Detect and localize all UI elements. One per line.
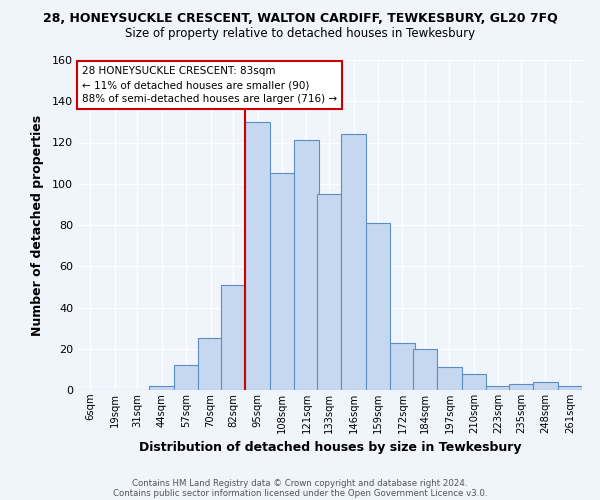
Bar	[533, 382, 557, 390]
Bar	[221, 285, 245, 390]
Bar	[149, 386, 174, 390]
Text: 28 HONEYSUCKLE CRESCENT: 83sqm
← 11% of detached houses are smaller (90)
88% of : 28 HONEYSUCKLE CRESCENT: 83sqm ← 11% of …	[82, 66, 337, 104]
Y-axis label: Number of detached properties: Number of detached properties	[31, 114, 44, 336]
Bar	[390, 342, 415, 390]
Text: Contains public sector information licensed under the Open Government Licence v3: Contains public sector information licen…	[113, 488, 487, 498]
Bar	[341, 134, 366, 390]
Bar	[413, 349, 437, 390]
Bar	[461, 374, 486, 390]
Bar	[294, 140, 319, 390]
Bar	[174, 365, 199, 390]
Bar	[366, 223, 390, 390]
Text: Size of property relative to detached houses in Tewkesbury: Size of property relative to detached ho…	[125, 28, 475, 40]
Bar	[199, 338, 223, 390]
Bar	[317, 194, 341, 390]
X-axis label: Distribution of detached houses by size in Tewkesbury: Distribution of detached houses by size …	[139, 442, 521, 454]
Bar	[270, 174, 294, 390]
Text: Contains HM Land Registry data © Crown copyright and database right 2024.: Contains HM Land Registry data © Crown c…	[132, 478, 468, 488]
Bar	[437, 368, 461, 390]
Text: 28, HONEYSUCKLE CRESCENT, WALTON CARDIFF, TEWKESBURY, GL20 7FQ: 28, HONEYSUCKLE CRESCENT, WALTON CARDIFF…	[43, 12, 557, 26]
Bar	[509, 384, 533, 390]
Bar	[245, 122, 270, 390]
Bar	[486, 386, 511, 390]
Bar	[557, 386, 582, 390]
